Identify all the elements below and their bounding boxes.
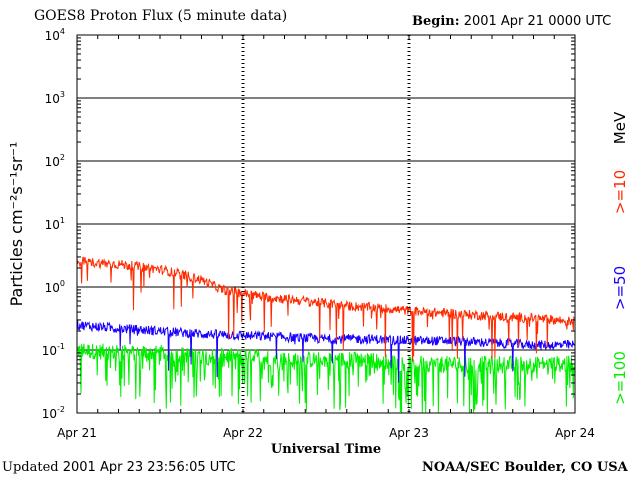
x-tick-label: Apr 21 xyxy=(57,426,97,440)
y-tick-label: 104 xyxy=(45,27,65,43)
series-line-ge100 xyxy=(76,343,575,414)
y-axis-title: Particles cm⁻²s⁻¹sr⁻¹ xyxy=(7,142,26,307)
begin-value: 2001 Apr 21 0000 UTC xyxy=(463,14,612,29)
y-tick-label: 103 xyxy=(45,90,65,106)
x-tick-label: Apr 22 xyxy=(223,426,263,440)
series-line-ge10 xyxy=(76,256,575,362)
chart-title: GOES8 Proton Flux (5 minute data) xyxy=(34,8,288,24)
x-tick-labels: Apr 21 Apr 22 Apr 23 Apr 24 xyxy=(57,426,595,440)
updated-label: Updated xyxy=(2,460,59,475)
grid-lines xyxy=(77,97,575,351)
legend-ge100: >=100 xyxy=(611,351,629,405)
begin-time: Begin: 2001 Apr 21 0000 UTC xyxy=(412,14,611,29)
y-tick-label: 100 xyxy=(45,279,65,295)
begin-label: Begin: xyxy=(412,14,460,29)
legend-unit: MeV xyxy=(611,111,629,144)
legend-ge10: >=10 xyxy=(611,170,629,214)
legend: MeV >=10 >=50 >=100 xyxy=(611,111,629,405)
updated-value: 2001 Apr 23 23:56:05 UTC xyxy=(62,460,236,475)
axis-ticks xyxy=(77,35,575,413)
y-tick-labels: 10-2 10-1 100 101 102 103 104 xyxy=(42,27,65,421)
legend-ge50: >=50 xyxy=(611,266,629,310)
series-lines xyxy=(76,256,575,414)
series-line-ge50 xyxy=(76,320,575,383)
y-tick-label: 10-1 xyxy=(42,342,65,358)
x-tick-label: Apr 24 xyxy=(555,426,595,440)
y-tick-label: 101 xyxy=(45,216,65,232)
updated-time: Updated 2001 Apr 23 23:56:05 UTC xyxy=(2,460,236,475)
y-tick-label: 10-2 xyxy=(42,405,65,421)
y-tick-label: 102 xyxy=(45,153,65,169)
x-tick-label: Apr 23 xyxy=(389,426,429,440)
x-axis-title: Universal Time xyxy=(271,442,381,457)
credit: NOAA/SEC Boulder, CO USA xyxy=(422,460,628,475)
